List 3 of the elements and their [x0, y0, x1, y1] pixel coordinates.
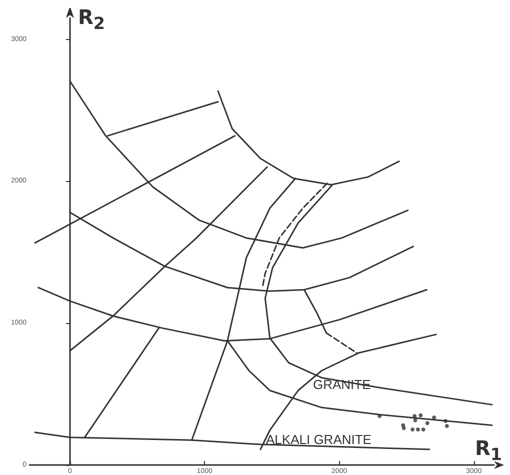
y-axis-title: R$_{2}$ [78, 5, 105, 36]
annotation: ALKALI GRANITE [266, 432, 372, 447]
x-axis-title: R$_{1}$ [475, 436, 502, 466]
